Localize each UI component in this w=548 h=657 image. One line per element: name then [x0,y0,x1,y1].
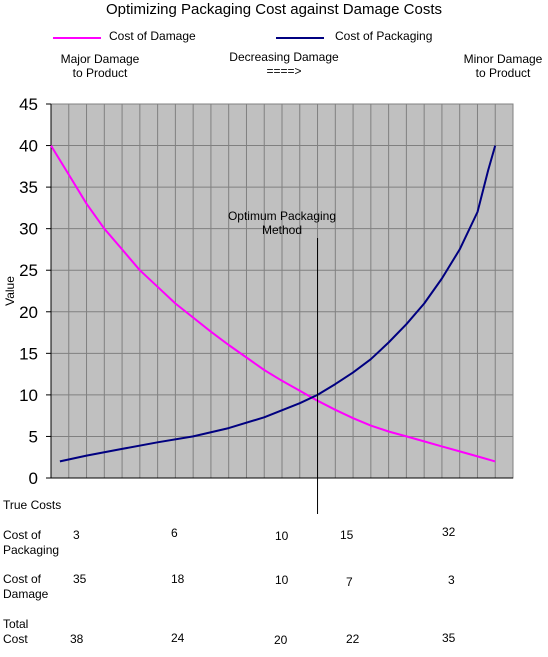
y-tick-label: 15 [19,344,38,363]
row-label-total: Total Cost [3,617,29,646]
y-tick-label: 10 [19,386,38,405]
y-tick-label: 30 [19,220,38,239]
cell-damage: 3 [448,573,455,587]
cell-damage: 18 [171,572,185,586]
cell-damage: 10 [275,573,289,587]
legend-swatch-damage [53,37,101,39]
cell-damage: 7 [346,575,353,589]
y-tick-label: 45 [19,95,38,114]
y-axis-label: Value [3,276,17,306]
table-heading: True Costs [3,498,62,512]
row-label-damage: Cost of Damage [3,572,49,601]
note-minor-damage: Minor Damage to Product [463,52,543,80]
cell-packaging: 10 [275,529,289,543]
row-label-packaging: Cost of Packaging [3,528,60,557]
annotation-optimum: Optimum Packaging Method [227,209,337,237]
cell-total: 38 [70,632,84,646]
note-decreasing-damage: Decreasing Damage ====> [229,50,339,78]
cell-packaging: 15 [340,528,354,542]
cell-packaging: 3 [73,528,80,542]
y-tick-label: 40 [19,137,38,156]
cell-packaging: 6 [171,526,178,540]
cell-packaging: 32 [442,525,456,539]
legend-swatch-packaging [276,37,324,39]
series-line-packaging [59,145,497,463]
y-tick-label: 5 [29,427,38,446]
note-major-damage: Major Damage to Product [60,52,140,80]
cell-total: 24 [171,631,185,645]
cell-total: 35 [442,631,456,645]
legend-label-damage: Cost of Damage [109,29,196,43]
legend-label-packaging: Cost of Packaging [335,29,433,43]
y-tick-label: 35 [19,178,38,197]
y-tick-label: 20 [19,303,38,322]
series-line-damage [50,145,496,463]
y-tick-label: 25 [19,261,38,280]
cell-total: 20 [274,633,288,647]
y-tick-label: 0 [29,469,38,488]
cell-total: 22 [346,632,360,646]
cell-damage: 35 [73,572,87,586]
chart-title: Optimizing Packaging Cost against Damage… [106,1,442,18]
